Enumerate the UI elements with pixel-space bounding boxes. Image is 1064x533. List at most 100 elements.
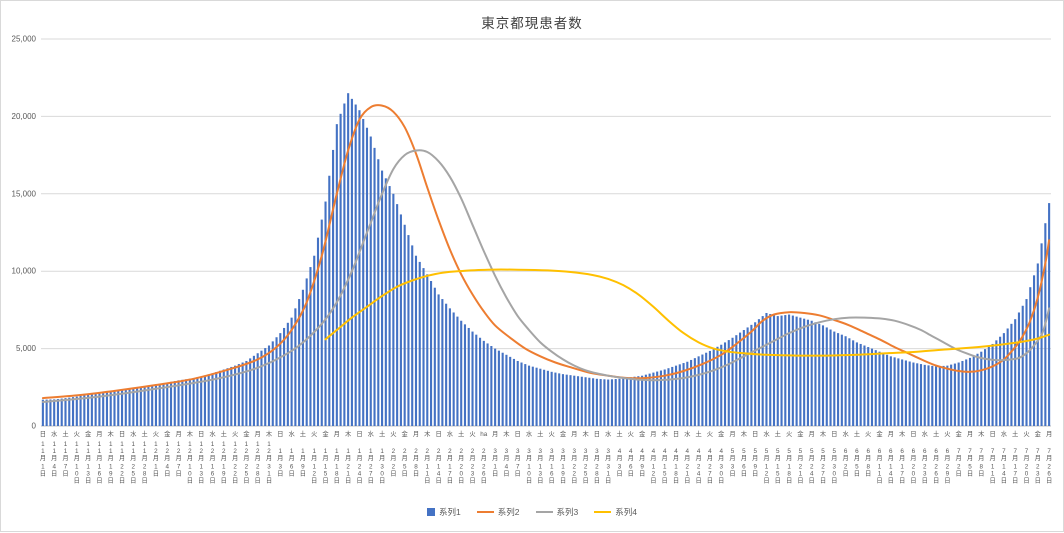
bar-series-1 [41,93,1051,427]
legend-item-series1: 系列1 [427,506,461,518]
legend: 系列1 系列2 系列3 系列4 [1,506,1063,518]
svg-text:15,000: 15,000 [12,189,37,198]
line-series-4 [324,268,1051,357]
line-series-2 [41,104,1051,400]
legend-label: 系列2 [497,507,520,517]
legend-item-series3: 系列3 [535,506,579,518]
x-axis-labels: 日 1 1 月 1 日水 1 1 月 4 日土 1 1 月 7 日火 1 1 月 1 0 日金 1 1 月 1 3 日月 1 1 月 1 6 日木… [40,429,1052,485]
svg-text:10,000: 10,000 [12,267,37,276]
legend-item-series4: 系列4 [594,506,637,518]
legend-line-marker [594,510,612,514]
svg-text:25,000: 25,000 [12,35,37,44]
legend-label: 系列1 [439,507,461,517]
svg-text:5,000: 5,000 [16,344,37,353]
legend-line-marker [535,510,553,514]
chart-title: 東京都現患者数 [481,16,583,31]
legend-item-series2: 系列2 [476,506,520,518]
y-axis-labels: 0 5,000 10,000 15,000 20,000 25,000 [12,35,37,431]
legend-line-marker [476,510,494,514]
legend-square-marker [427,508,436,516]
gridlines [41,38,1051,427]
legend-label: 系列4 [615,507,637,517]
legend-label: 系列3 [556,507,579,517]
